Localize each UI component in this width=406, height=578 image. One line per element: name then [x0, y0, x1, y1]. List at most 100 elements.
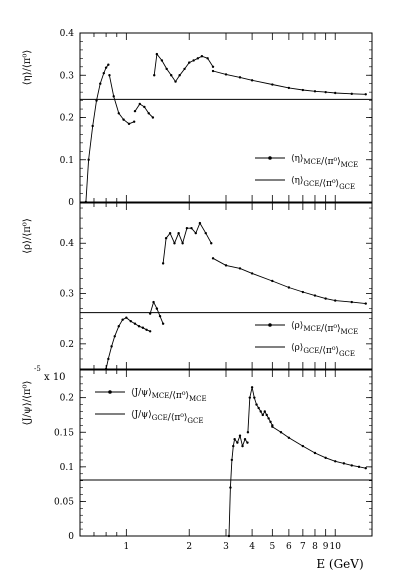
legend-text: /⟨π⁰⟩: [169, 391, 189, 401]
legend-subscript: GCE: [152, 414, 168, 422]
data-point: [257, 406, 260, 410]
data-point: [279, 431, 283, 434]
legend-text: /⟨π⁰⟩: [319, 179, 339, 189]
legend-subscript: GCE: [303, 180, 319, 188]
legend-entry: ⟨ρ⟩MCE/⟨π⁰⟩MCE: [255, 321, 358, 336]
data-point: [178, 74, 181, 77]
legend-subscript: MCE: [341, 161, 359, 169]
legend-text: ⟨ρ⟩: [291, 343, 303, 353]
data-point: [250, 79, 254, 82]
x-axis-label: E (GeV): [316, 557, 363, 571]
data-point: [324, 297, 327, 300]
legend-text: ⟨η⟩: [291, 154, 303, 164]
legend-text: /⟨π⁰⟩: [319, 346, 339, 356]
y-tick-label: 0.2: [60, 394, 74, 404]
data-point: [241, 444, 244, 448]
data-point: [364, 93, 367, 96]
data-point: [261, 413, 264, 417]
data-point: [168, 231, 172, 235]
legend-label: ⟨η⟩GCE/⟨π⁰⟩GCE: [291, 176, 355, 191]
data-point: [99, 82, 102, 85]
data-point: [174, 80, 177, 83]
x-tick-label: 9: [323, 542, 329, 552]
x-tick-label: 8: [312, 542, 318, 552]
legend-subscript: MCE: [303, 158, 321, 166]
data-point: [121, 318, 124, 321]
data-point: [138, 102, 142, 106]
data-point: [324, 90, 327, 94]
data-point: [243, 437, 247, 441]
data-point: [104, 66, 108, 69]
legend-label: ⟨J/ψ⟩MCE/⟨π⁰⟩MCE: [131, 388, 207, 403]
data-point: [301, 290, 305, 294]
data-point: [250, 386, 254, 389]
data-point: [267, 417, 270, 420]
legend-entry: ⟨η⟩GCE/⟨π⁰⟩GCE: [255, 176, 355, 191]
data-point: [107, 357, 110, 361]
y-tick-label: 0.05: [54, 497, 74, 507]
x-tick-label: 6: [286, 542, 292, 552]
y-axis-label: ⟨J/ψ⟩/⟨π⁰⟩: [22, 381, 33, 426]
legend-subscript: GCE: [303, 347, 319, 355]
data-point: [269, 420, 272, 424]
legend-subscript: MCE: [303, 325, 321, 333]
data-point: [301, 88, 305, 92]
data-point: [229, 486, 232, 489]
data-point: [107, 63, 110, 66]
data-point: [133, 109, 137, 113]
data-point: [183, 67, 186, 71]
mce-curve: [85, 64, 109, 203]
legend-text: ⟨J/ψ⟩: [131, 410, 152, 420]
data-point: [350, 300, 353, 304]
mce-curve: [212, 70, 366, 95]
data-point: [232, 444, 235, 448]
legend-entry: ⟨η⟩MCE/⟨π⁰⟩MCE: [255, 154, 358, 169]
y-tick-label: 0.2: [60, 114, 74, 124]
data-point: [271, 425, 274, 428]
data-point: [255, 403, 258, 406]
data-point: [259, 410, 262, 413]
data-point: [161, 262, 165, 265]
data-point: [170, 74, 173, 77]
data-point: [161, 322, 165, 325]
data-point: [152, 300, 155, 304]
data-point: [153, 74, 156, 77]
panel-3: 00.050.10.150.2⟨J/ψ⟩/⟨π⁰⟩x 10-5⟨J/ψ⟩MCE/…: [22, 365, 373, 542]
y-axis-label: ⟨η⟩/⟨π⁰⟩: [22, 50, 33, 86]
data-point: [364, 302, 367, 305]
y-tick-label: 0.4: [60, 29, 75, 39]
legend-text: /⟨π⁰⟩: [321, 324, 341, 334]
data-point: [155, 307, 159, 310]
legend-entry: ⟨J/ψ⟩MCE/⟨π⁰⟩MCE: [95, 388, 207, 403]
data-point: [238, 76, 242, 79]
data-point: [143, 105, 146, 109]
legend-label: ⟨J/ψ⟩GCE/⟨π⁰⟩GCE: [131, 410, 203, 425]
x-tick-label: 1: [123, 542, 129, 552]
data-point: [127, 122, 131, 126]
panel-2: 0.20.30.4⟨ρ⟩/⟨π⁰⟩⟨ρ⟩MCE/⟨π⁰⟩MCE⟨ρ⟩GCE/⟨π…: [22, 202, 373, 371]
data-point: [236, 441, 239, 444]
legend-text: ⟨ρ⟩: [291, 321, 303, 331]
data-point: [238, 267, 242, 270]
data-point: [313, 451, 317, 455]
data-point: [113, 335, 116, 338]
panel-1: 00.10.20.30.4⟨η⟩/⟨π⁰⟩⟨η⟩MCE/⟨π⁰⟩MCE⟨η⟩GC…: [22, 29, 373, 208]
y-axis-label: ⟨ρ⟩/⟨π⁰⟩: [22, 218, 33, 254]
data-point: [287, 436, 291, 439]
legend-entry: ⟨ρ⟩GCE/⟨π⁰⟩GCE: [255, 343, 355, 358]
legend-subscript: GCE: [339, 183, 355, 191]
legend-text: /⟨π⁰⟩: [168, 413, 188, 423]
legend-marker: [108, 390, 112, 394]
data-point: [141, 326, 145, 329]
data-point: [194, 231, 197, 235]
data-point: [158, 314, 162, 318]
data-point: [117, 325, 120, 328]
data-point: [210, 242, 213, 245]
data-point: [248, 396, 252, 399]
data-point: [91, 124, 94, 128]
legend-marker: [268, 323, 272, 327]
data-point: [160, 59, 164, 62]
data-point: [301, 444, 305, 448]
legend-subscript: GCE: [187, 417, 203, 425]
